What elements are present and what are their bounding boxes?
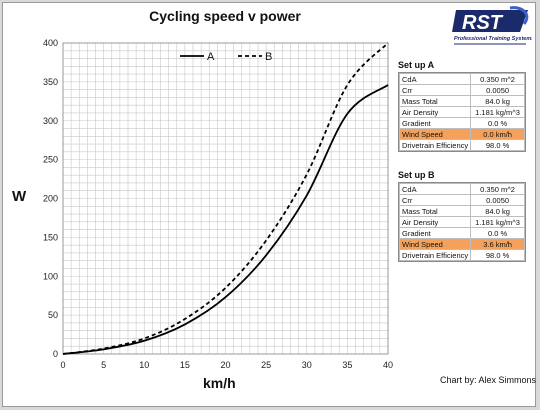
- setup-b-row: CdA 0.350 m^2: [398, 183, 525, 195]
- setup-a-row-value: 0.350 m^2: [470, 73, 525, 85]
- x-tick-label: 30: [302, 360, 312, 370]
- setup-b-row-label: Mass Total: [398, 205, 472, 217]
- logo-text: RST: [462, 12, 504, 34]
- setup-b-row-value: 84.0 kg: [470, 205, 525, 217]
- x-tick-label: 40: [383, 360, 393, 370]
- y-tick-label: 0: [53, 349, 58, 359]
- setup-a-row-value: 0.0050: [470, 84, 525, 96]
- y-tick-label: 50: [48, 310, 58, 320]
- setup-a-row: Crr 0.0050: [398, 84, 525, 96]
- setup-b-row-label: Air Density: [398, 216, 472, 228]
- y-tick-label: 150: [43, 232, 58, 242]
- setup-a-row: Mass Total 84.0 kg: [398, 95, 525, 107]
- setup-b-row-label: Crr: [398, 194, 472, 206]
- setup-a-row: Gradient 0.0 %: [398, 117, 525, 129]
- setup-a-row-label: Wind Speed: [398, 128, 472, 140]
- setup-a-row-label: Drivetrain Efficiency: [398, 139, 472, 151]
- setup-b-title: Set up B: [398, 170, 435, 180]
- setup-a-panel: Set up A CdA 0.350 m^2 Crr 0.0050 Mass Total…: [398, 60, 526, 154]
- y-tick-label: 400: [43, 38, 58, 48]
- setup-a-row-value: 98.0 %: [470, 139, 525, 151]
- setup-a-title: Set up A: [398, 60, 435, 70]
- setup-b-row-value: 0.0 %: [470, 227, 525, 239]
- x-tick-label: 0: [60, 360, 65, 370]
- x-tick-label: 20: [220, 360, 230, 370]
- setup-a-row-value: 0.0 %: [470, 117, 525, 129]
- setup-a-row-label: Mass Total: [398, 95, 472, 107]
- setup-b-row-label: Drivetrain Efficiency: [398, 249, 472, 261]
- setup-b-row-value: 0.0050: [470, 194, 525, 206]
- setup-b-row-value: 3.6 km/h: [470, 238, 525, 250]
- plot-area-border: [62, 42, 389, 355]
- x-axis-label: km/h: [203, 375, 236, 391]
- y-tick-label: 300: [43, 116, 58, 126]
- setup-a-row: Wind Speed 0.0 km/h: [398, 128, 525, 140]
- legend-label-a: A: [207, 51, 215, 63]
- x-tick-label: 25: [261, 360, 271, 370]
- x-tick-label: 5: [101, 360, 106, 370]
- logo-tagline: Professional Training Systems: [454, 36, 532, 42]
- setup-a-row-label: CdA: [398, 73, 472, 85]
- setup-b-row-label: CdA: [398, 183, 472, 195]
- setup-b-row: Wind Speed 3.6 km/h: [398, 238, 525, 250]
- setup-a-row-value: 84.0 kg: [470, 95, 525, 107]
- y-tick-label: 350: [43, 77, 58, 87]
- setup-b-table: CdA 0.350 m^2 Crr 0.0050 Mass Total 84.0 kg Ai…: [398, 183, 525, 261]
- setup-a-row: CdA 0.350 m^2: [398, 73, 525, 85]
- y-tick-label: 200: [43, 194, 58, 204]
- setup-a-row-label: Gradient: [398, 117, 472, 129]
- setup-a-row-label: Crr: [398, 84, 472, 96]
- setup-b-row: Air Density 1.181 kg/m^3: [398, 216, 525, 228]
- rst-logo: RST Professional Training Systems: [450, 6, 532, 50]
- setup-b-row-value: 1.181 kg/m^3: [470, 216, 525, 228]
- setup-b-row-value: 0.350 m^2: [470, 183, 525, 195]
- chart-credit: Chart by: Alex Simmons: [440, 375, 537, 385]
- setup-b-row: Drivetrain Efficiency 98.0 %: [398, 249, 525, 261]
- setup-a-table: CdA 0.350 m^2 Crr 0.0050 Mass Total 84.0 kg Ai…: [398, 73, 525, 151]
- setup-a-row: Drivetrain Efficiency 98.0 %: [398, 139, 525, 151]
- chart-title: Cycling speed v power: [149, 8, 301, 24]
- x-tick-label: 10: [139, 360, 149, 370]
- setup-b-row-value: 98.0 %: [470, 249, 525, 261]
- series-line-a: [62, 84, 389, 355]
- y-tick-label: 100: [43, 271, 58, 281]
- setup-b-panel: Set up B CdA 0.350 m^2 Crr 0.0050 Mass Total…: [398, 170, 526, 264]
- setup-a-row-label: Air Density: [398, 106, 472, 118]
- setup-b-row: Gradient 0.0 %: [398, 227, 525, 239]
- setup-b-row-label: Wind Speed: [398, 238, 472, 250]
- setup-a-row: Air Density 1.181 kg/m^3: [398, 106, 525, 118]
- x-tick-label: 35: [342, 360, 352, 370]
- setup-b-row: Mass Total 84.0 kg: [398, 205, 525, 217]
- setup-a-row-value: 1.181 kg/m^3: [470, 106, 525, 118]
- legend-label-b: B: [265, 51, 272, 63]
- y-axis-label: W: [12, 188, 27, 205]
- setup-b-row-label: Gradient: [398, 227, 472, 239]
- setup-a-row-value: 0.0 km/h: [470, 128, 525, 140]
- series-line-b: [62, 42, 389, 355]
- y-tick-label: 250: [43, 155, 58, 165]
- x-tick-label: 15: [180, 360, 190, 370]
- setup-b-row: Crr 0.0050: [398, 194, 525, 206]
